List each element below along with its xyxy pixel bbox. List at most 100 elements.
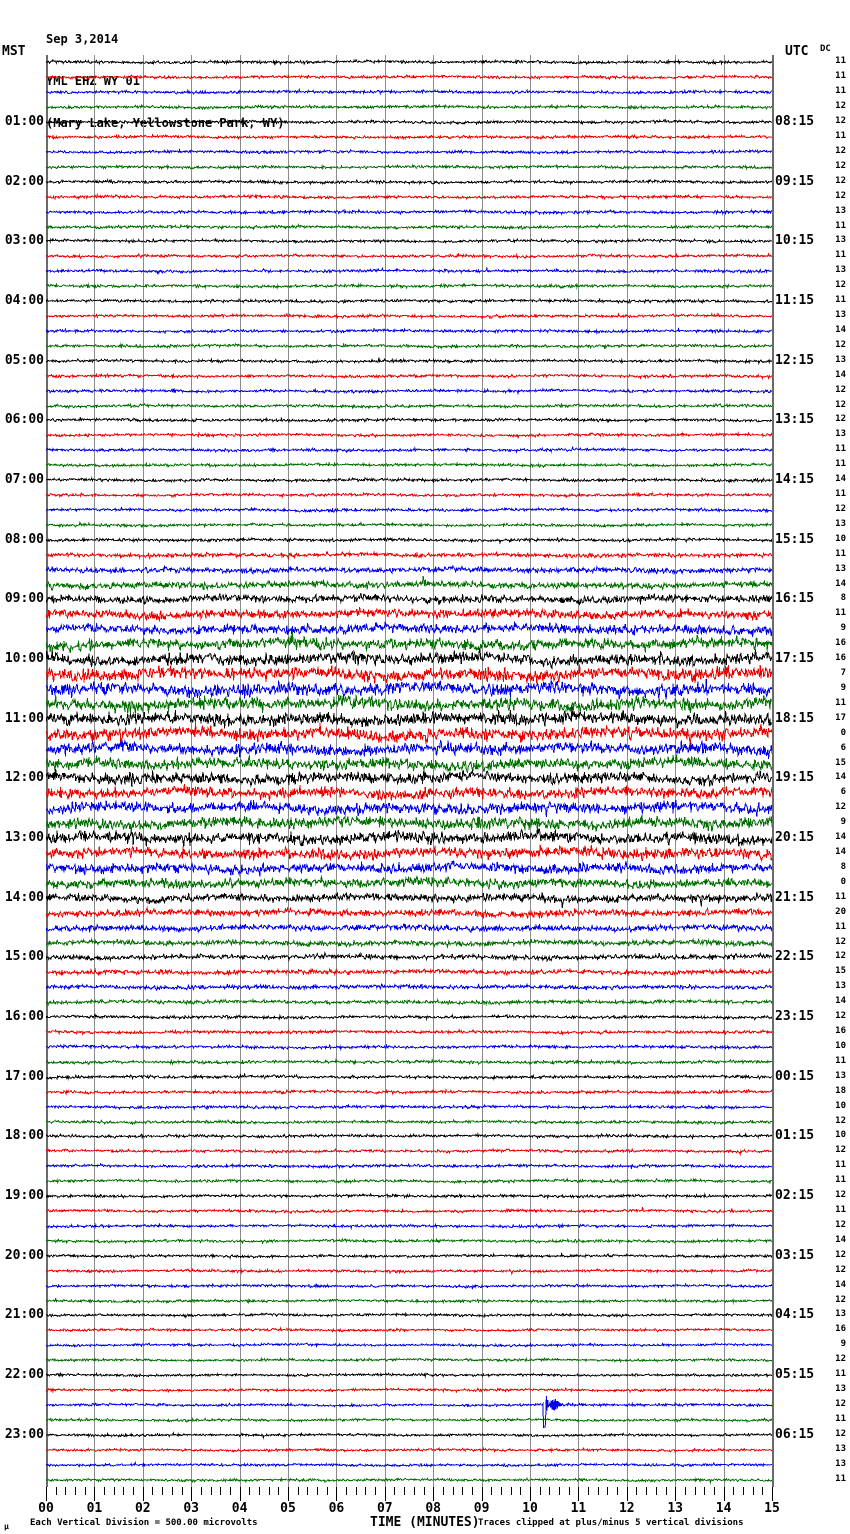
trace-row	[46, 1431, 772, 1440]
x-tick-label: 10	[522, 1501, 538, 1516]
x-tick-minor	[220, 1487, 222, 1495]
trace-row	[46, 1356, 772, 1364]
trace-row	[46, 891, 772, 908]
x-tick-minor	[762, 1487, 764, 1495]
mst-tick-label: 02:00	[4, 173, 44, 189]
trace-row	[46, 1013, 772, 1022]
trace-row	[46, 1237, 772, 1245]
dc-value: 11	[835, 459, 846, 470]
dc-value: 12	[835, 1398, 846, 1409]
x-tick-minor	[713, 1487, 715, 1495]
utc-tick-label: 02:15	[775, 1188, 815, 1204]
x-tick-minor	[297, 1487, 299, 1495]
utc-tick-label: 14:15	[775, 472, 815, 488]
x-tick-label: 00	[38, 1501, 54, 1516]
x-tick-major	[384, 1487, 386, 1501]
x-tick-major	[626, 1487, 628, 1501]
dc-value: 0	[840, 727, 846, 738]
utc-tick-label: 23:15	[775, 1009, 815, 1025]
mst-tick-label: 12:00	[4, 770, 44, 786]
trace-row	[46, 648, 772, 670]
trace-row	[46, 1222, 772, 1231]
dc-value: 13	[835, 518, 846, 529]
utc-tick-label: 16:15	[775, 591, 815, 607]
trace-row	[46, 784, 772, 802]
x-tick-major	[336, 1487, 338, 1501]
trace-row	[46, 769, 772, 789]
x-tick-minor	[404, 1487, 406, 1495]
dc-value: 11	[835, 295, 846, 306]
x-tick-minor	[733, 1487, 735, 1495]
trace-row	[46, 664, 772, 684]
mst-tick-label: 09:00	[4, 591, 44, 607]
trace-row	[46, 1072, 772, 1081]
dc-value: 12	[835, 1011, 846, 1022]
trace-row	[46, 1446, 772, 1454]
dc-value: 9	[840, 1339, 846, 1350]
dc-value: 12	[835, 414, 846, 425]
trace-row	[46, 753, 772, 773]
x-tick-major	[772, 1487, 773, 1501]
dc-value: 12	[835, 1428, 846, 1439]
trace-row	[46, 491, 772, 499]
grid-line-minute-00	[46, 55, 48, 1487]
x-tick-label: 02	[134, 1501, 151, 1516]
dc-value: 12	[835, 101, 846, 112]
grid-line-minute-01	[94, 55, 96, 1487]
utc-tick-label: 09:15	[775, 173, 815, 189]
trace-row	[46, 630, 772, 654]
x-tick-minor	[452, 1487, 454, 1495]
trace-row	[46, 951, 772, 963]
mst-tick-label: 20:00	[4, 1247, 44, 1263]
trace-row	[46, 1251, 772, 1260]
trace-row	[46, 593, 772, 607]
trace-row	[46, 357, 772, 365]
x-tick-minor	[278, 1487, 280, 1495]
dc-value: 15	[835, 966, 846, 977]
trace-row	[46, 621, 772, 638]
trace-row	[46, 982, 772, 992]
mst-tick-label: 15:00	[4, 949, 44, 965]
x-tick-minor	[365, 1487, 367, 1495]
x-tick-minor	[597, 1487, 599, 1495]
dc-value: 20	[835, 906, 846, 917]
dc-value: 13	[835, 235, 846, 246]
x-axis-tick-labels: 00 01 02 03 04 05 06 07 08 09 10 11 12 13 14 15	[0, 1501, 850, 1517]
x-tick-label: 04	[231, 1501, 248, 1516]
trace-row	[46, 564, 772, 575]
dc-value: 10	[835, 1040, 846, 1051]
utc-tick-label: 00:15	[775, 1068, 815, 1084]
dc-value: 12	[835, 339, 846, 350]
x-tick-major	[530, 1487, 531, 1501]
trace-row	[46, 147, 772, 156]
trace-row	[46, 282, 772, 290]
trace-row	[46, 937, 772, 949]
grid-line-minute-02	[142, 55, 144, 1487]
mst-tick-label: 05:00	[4, 352, 44, 368]
dc-value: 14	[835, 474, 846, 485]
trace-row	[46, 1163, 772, 1171]
trace-row	[46, 738, 772, 759]
trace-row	[46, 1395, 772, 1428]
header-date: Sep 3,2014	[46, 32, 119, 46]
utc-tick-label: 13:15	[775, 412, 815, 428]
dc-value: 9	[840, 623, 846, 634]
dc-value: 7	[840, 668, 846, 679]
grid-line-minute-13	[675, 55, 677, 1487]
mst-tick-label: 23:00	[4, 1426, 44, 1442]
x-tick-minor	[413, 1487, 415, 1495]
dc-value: 11	[835, 548, 846, 559]
x-tick-minor	[646, 1487, 648, 1495]
x-tick-label: 13	[667, 1501, 684, 1516]
grid-lines	[46, 55, 774, 1487]
x-tick-minor	[229, 1487, 231, 1495]
trace-row	[46, 1118, 772, 1126]
x-tick-label: 09	[473, 1501, 490, 1516]
x-tick-label: 05	[280, 1501, 296, 1516]
trace-row	[46, 252, 772, 261]
dc-value: 12	[835, 175, 846, 186]
x-tick-minor	[375, 1487, 377, 1495]
trace-row	[46, 387, 772, 395]
trace-row	[46, 1282, 772, 1290]
dc-value: 11	[835, 697, 846, 708]
